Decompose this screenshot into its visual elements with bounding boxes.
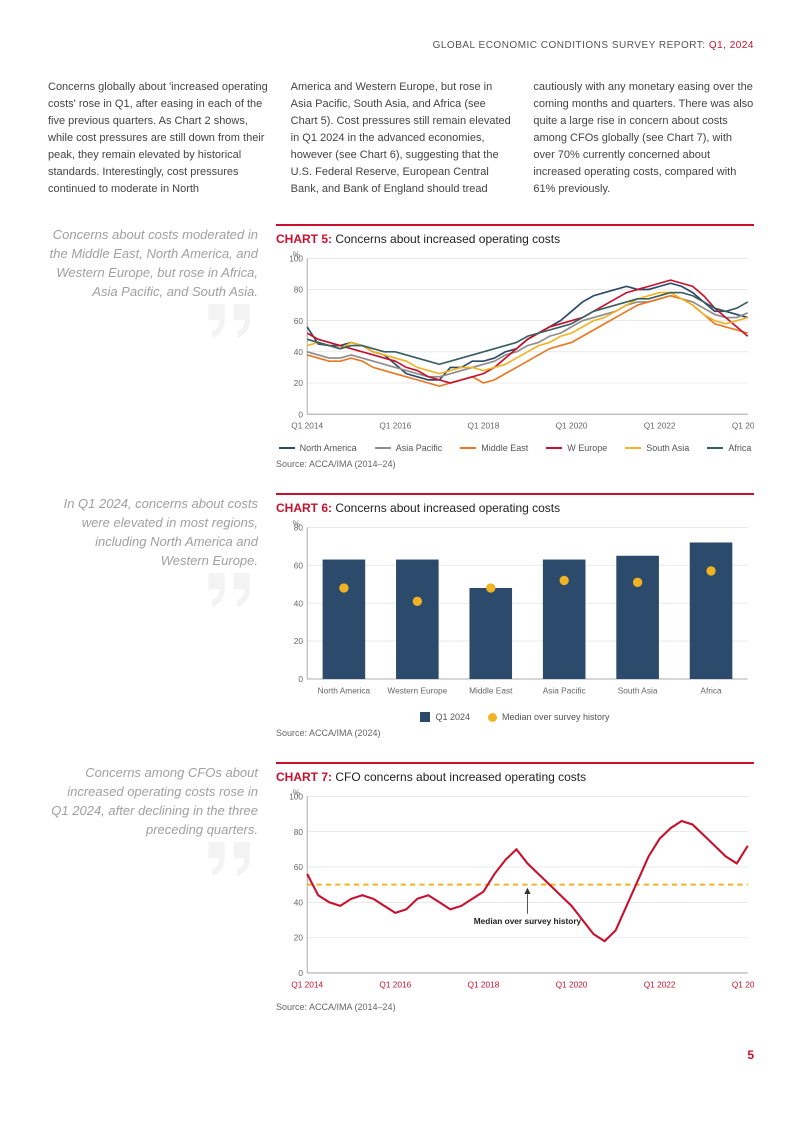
body-text: Concerns globally about 'increased opera…: [48, 79, 754, 198]
chart6-pullquote: In Q1 2024, concerns about costs were el…: [48, 493, 258, 738]
svg-text:Q1 2024: Q1 2024: [732, 421, 754, 431]
chart7-source: Source: ACCA/IMA (2014–24): [276, 1002, 754, 1012]
chart7-quote-text: Concerns among CFOs about increased oper…: [51, 765, 258, 837]
chart6-title-text: Concerns about increased operating costs: [335, 501, 560, 515]
chart5-source: Source: ACCA/IMA (2014–24): [276, 459, 754, 469]
svg-text:20: 20: [294, 637, 304, 647]
chart7-pullquote: Concerns among CFOs about increased oper…: [48, 762, 258, 1012]
chart7-block: Concerns among CFOs about increased oper…: [48, 762, 754, 1012]
svg-text:80: 80: [294, 827, 304, 837]
chart7-svg: 020406080100%Q1 2014Q1 2016Q1 2018Q1 202…: [276, 788, 754, 996]
svg-text:0: 0: [298, 968, 303, 978]
svg-text:Q1 2022: Q1 2022: [644, 980, 676, 990]
legend-item: Asia Pacific: [375, 443, 443, 453]
chart6-title: CHART 6: Concerns about increased operat…: [276, 501, 754, 515]
svg-text:Asia Pacific: Asia Pacific: [543, 686, 586, 696]
svg-text:South Asia: South Asia: [618, 686, 658, 696]
svg-text:Q1 2020: Q1 2020: [556, 421, 588, 431]
chart5-title-label: CHART 5:: [276, 232, 332, 246]
svg-text:%: %: [293, 788, 301, 797]
svg-text:Q1 2016: Q1 2016: [379, 421, 411, 431]
chart6-source: Source: ACCA/IMA (2024): [276, 728, 754, 738]
svg-text:Middle East: Middle East: [469, 686, 513, 696]
chart6-svg: 020406080%North AmericaWestern EuropeMid…: [276, 519, 754, 706]
svg-text:80: 80: [294, 285, 304, 295]
svg-text:%: %: [293, 519, 301, 528]
svg-text:60: 60: [294, 316, 304, 326]
svg-text:60: 60: [294, 561, 304, 571]
page-number: 5: [747, 1048, 754, 1062]
svg-text:Africa: Africa: [700, 686, 722, 696]
svg-text:Q1 2022: Q1 2022: [644, 421, 676, 431]
chart6-block: In Q1 2024, concerns about costs were el…: [48, 493, 754, 738]
chart6-quote-text: In Q1 2024, concerns about costs were el…: [64, 496, 258, 568]
chart7-area: CHART 7: CFO concerns about increased op…: [276, 762, 754, 1012]
chart5-title: CHART 5: Concerns about increased operat…: [276, 232, 754, 246]
header-title-fixed: GLOBAL ECONOMIC CONDITIONS SURVEY REPORT…: [433, 40, 709, 51]
chart6-area: CHART 6: Concerns about increased operat…: [276, 493, 754, 738]
svg-text:Q1 2014: Q1 2014: [291, 421, 323, 431]
chart5-area: CHART 5: Concerns about increased operat…: [276, 224, 754, 469]
svg-text:0: 0: [298, 410, 303, 420]
svg-text:40: 40: [294, 898, 304, 908]
svg-text:Q1 2018: Q1 2018: [467, 421, 499, 431]
chart5-block: Concerns about costs moderated in the Mi…: [48, 224, 754, 469]
chart5-legend: North America Asia Pacific Middle East W Eu…: [276, 443, 754, 453]
legend-item: North America: [279, 443, 357, 453]
chart6-legend: Q1 2024 Median over survey history: [276, 712, 754, 722]
legend-item: W Europe: [546, 443, 607, 453]
svg-text:0: 0: [298, 674, 303, 684]
chart5-pullquote: Concerns about costs moderated in the Mi…: [48, 224, 258, 469]
legend-item: Middle East: [460, 443, 528, 453]
chart5-quote-text: Concerns about costs moderated in the Mi…: [50, 227, 258, 299]
svg-text:Q1 2016: Q1 2016: [379, 980, 411, 990]
svg-text:Median over survey history: Median over survey history: [474, 917, 582, 927]
svg-text:%: %: [293, 250, 301, 259]
header-title: GLOBAL ECONOMIC CONDITIONS SURVEY REPORT…: [48, 40, 754, 51]
svg-text:60: 60: [294, 862, 304, 872]
chart7-title-text: CFO concerns about increased operating c…: [335, 770, 586, 784]
body-col-1: Concerns globally about 'increased opera…: [48, 79, 269, 198]
svg-text:20: 20: [294, 378, 304, 388]
svg-text:North America: North America: [318, 686, 371, 696]
svg-text:40: 40: [294, 599, 304, 609]
chart6-title-label: CHART 6:: [276, 501, 332, 515]
chart7-title-label: CHART 7:: [276, 770, 332, 784]
chart7-title: CHART 7: CFO concerns about increased op…: [276, 770, 754, 784]
svg-text:Q1 2020: Q1 2020: [556, 980, 588, 990]
svg-text:40: 40: [294, 347, 304, 357]
body-col-3: cautiously with any monetary easing over…: [533, 79, 754, 198]
quote-icon: [204, 840, 258, 880]
chart5-title-text: Concerns about increased operating costs: [335, 232, 560, 246]
svg-text:20: 20: [294, 933, 304, 943]
legend-item: Median over survey history: [488, 712, 610, 722]
body-col-2: America and Western Europe, but rose in …: [291, 79, 512, 198]
legend-item: Africa: [707, 443, 751, 453]
svg-text:Western Europe: Western Europe: [387, 686, 447, 696]
quote-icon: [204, 302, 258, 342]
legend-item: South Asia: [625, 443, 689, 453]
svg-text:Q1 2024: Q1 2024: [732, 980, 754, 990]
svg-text:Q1 2018: Q1 2018: [467, 980, 499, 990]
svg-text:Q1 2014: Q1 2014: [291, 980, 323, 990]
header-title-red: Q1, 2024: [709, 40, 754, 51]
quote-icon: [204, 571, 258, 611]
chart5-svg: 020406080100%Q1 2014Q1 2016Q1 2018Q1 202…: [276, 250, 754, 437]
legend-item: Q1 2024: [420, 712, 470, 722]
